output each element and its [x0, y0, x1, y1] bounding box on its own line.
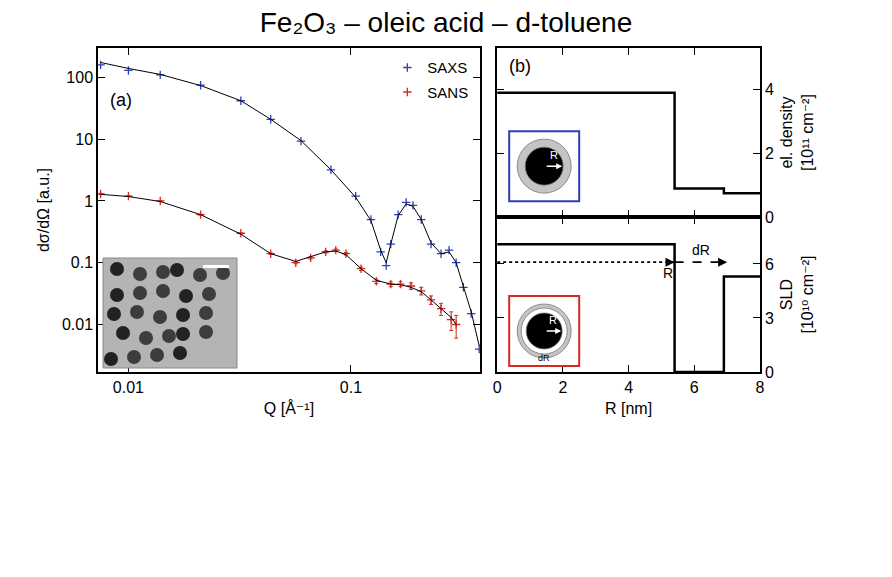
svg-text:10: 10 — [75, 131, 93, 148]
svg-text:0.1: 0.1 — [340, 379, 362, 396]
svg-text:2: 2 — [558, 379, 567, 396]
svg-text:R [nm]: R [nm] — [605, 400, 652, 417]
svg-text:0.1: 0.1 — [71, 254, 93, 271]
svg-text:4: 4 — [765, 81, 774, 98]
svg-text:0.01: 0.01 — [62, 316, 93, 333]
svg-text:(b): (b) — [509, 56, 531, 76]
svg-text:2: 2 — [765, 145, 774, 162]
svg-text:el. density[10¹¹ cm⁻²]: el. density[10¹¹ cm⁻²] — [778, 94, 816, 171]
svg-text:SLD[10¹⁰ cm⁻²]: SLD[10¹⁰ cm⁻²] — [778, 256, 816, 334]
svg-text:1: 1 — [84, 193, 93, 210]
svg-text:R: R — [663, 265, 673, 281]
svg-text:Q [Å⁻¹]: Q [Å⁻¹] — [264, 399, 314, 417]
svg-text:100: 100 — [66, 69, 93, 86]
svg-text:0: 0 — [765, 209, 774, 226]
svg-text:0: 0 — [493, 379, 502, 396]
svg-text:SAXS: SAXS — [427, 59, 467, 76]
svg-text:R: R — [549, 314, 557, 326]
svg-text:dR: dR — [538, 353, 550, 363]
svg-text:0: 0 — [765, 364, 774, 381]
svg-text:dσ/dΩ [a.u.]: dσ/dΩ [a.u.] — [35, 168, 52, 252]
svg-text:8: 8 — [756, 379, 765, 396]
svg-text:R: R — [550, 149, 558, 161]
svg-text:3: 3 — [765, 310, 774, 327]
svg-text:Fe₂O₃ – oleic acid – d-toluene: Fe₂O₃ – oleic acid – d-toluene — [260, 7, 632, 38]
svg-text:SANS: SANS — [427, 84, 468, 101]
svg-text:4: 4 — [624, 379, 633, 396]
svg-text:(a): (a) — [110, 90, 132, 110]
svg-text:0.01: 0.01 — [113, 379, 144, 396]
svg-text:dR: dR — [692, 242, 710, 258]
svg-text:6: 6 — [765, 256, 774, 273]
svg-text:6: 6 — [690, 379, 699, 396]
